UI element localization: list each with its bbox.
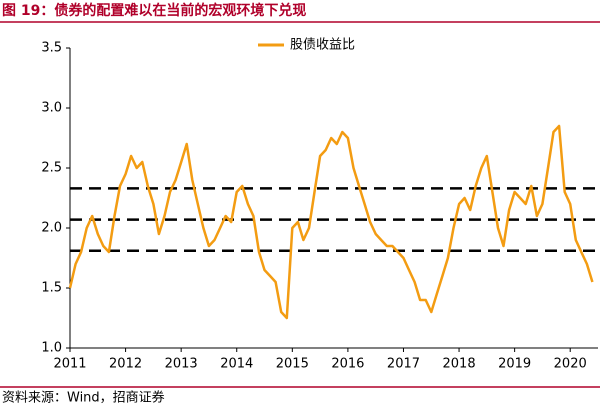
y-tick-label: 3.0 — [41, 101, 62, 116]
x-tick-label: 2015 — [276, 357, 309, 372]
x-tick-label: 2014 — [220, 357, 253, 372]
x-tick-label: 2012 — [109, 357, 142, 372]
y-tick-label: 1.0 — [41, 341, 62, 356]
y-tick-label: 2.0 — [41, 221, 62, 236]
source-note: 资料来源：Wind，招商证券 — [2, 390, 165, 406]
x-tick-label: 2011 — [53, 357, 86, 372]
x-tick-label: 2018 — [443, 357, 476, 372]
y-tick-label: 1.5 — [41, 281, 62, 296]
x-tick-label: 2019 — [498, 357, 531, 372]
chart-title: 图 19：债券的配置难以在当前的宏观环境下兑现 — [2, 2, 306, 19]
series-line — [68, 124, 594, 320]
legend-label: 股债收益比 — [290, 38, 355, 53]
x-tick-label: 2013 — [165, 357, 198, 372]
x-tick-label: 2020 — [554, 357, 587, 372]
x-tick-label: 2016 — [331, 357, 364, 372]
y-tick-label: 3.5 — [41, 41, 62, 56]
x-tick-label: 2017 — [387, 357, 420, 372]
y-tick-label: 2.5 — [41, 161, 62, 176]
